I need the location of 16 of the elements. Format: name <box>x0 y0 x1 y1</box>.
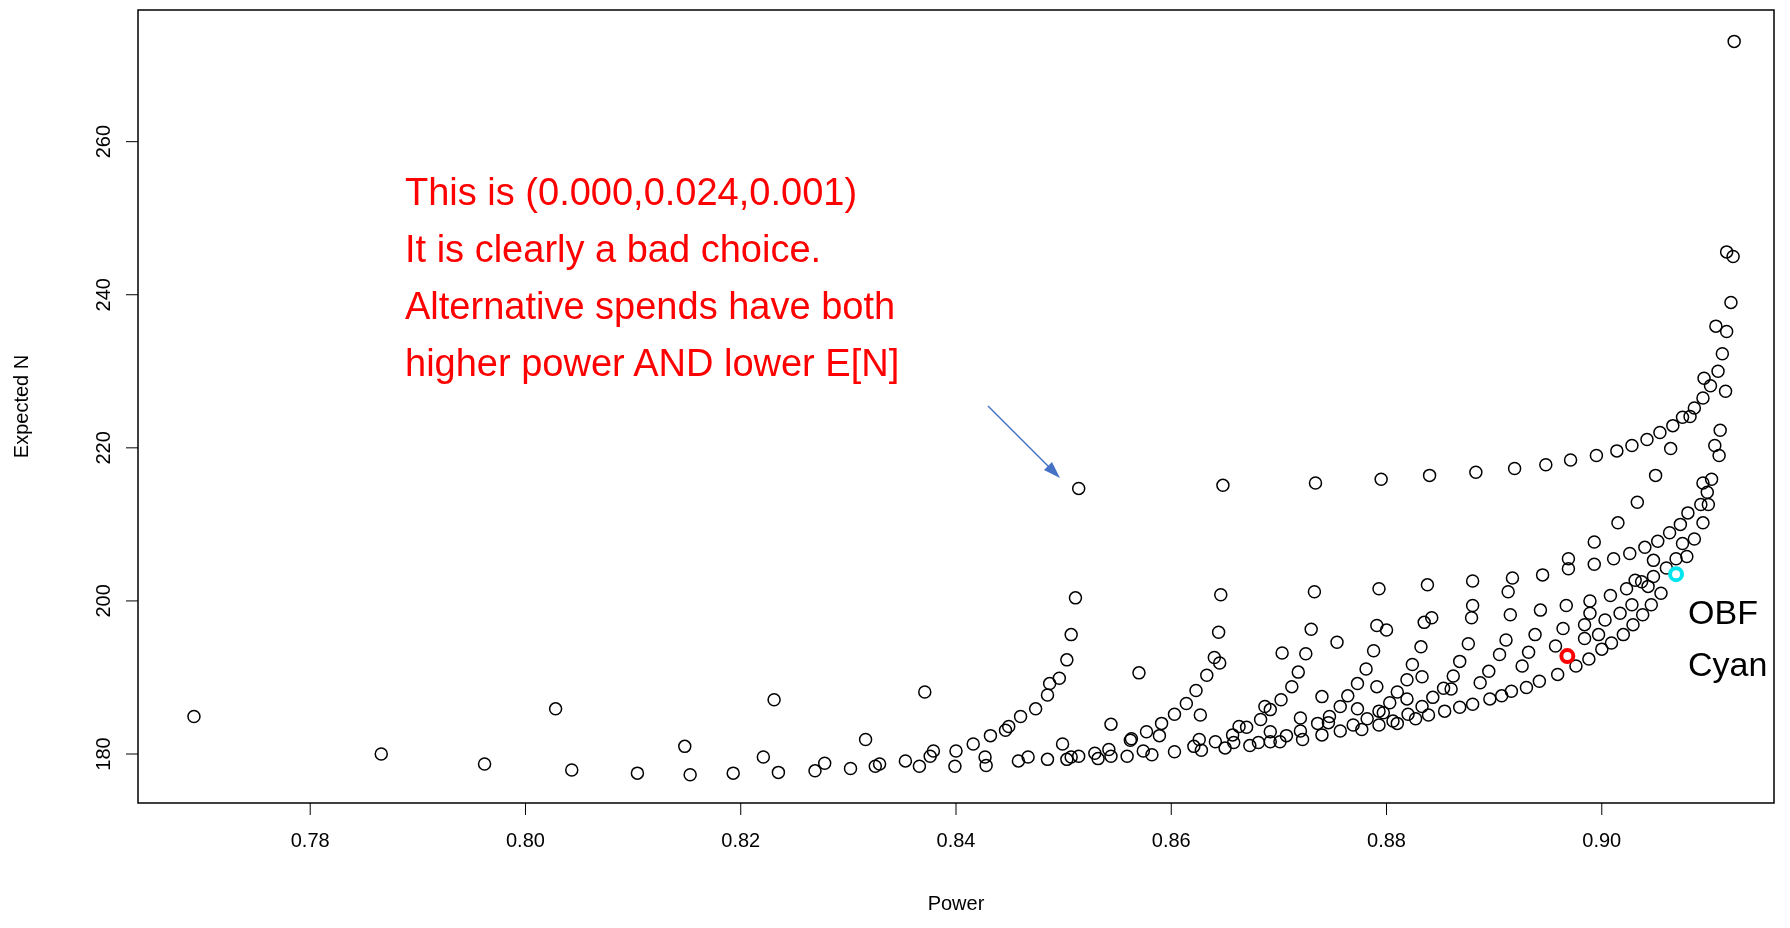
x-tick-label: 0.88 <box>1367 829 1406 851</box>
y-axis-title: Expected N <box>10 354 32 459</box>
y-tick-label: 200 <box>92 584 114 618</box>
x-tick-label: 0.84 <box>936 829 976 851</box>
annotation: OBF Cyan <box>1688 593 1768 684</box>
x-tick-label: 0.86 <box>1151 829 1191 851</box>
x-tick-label: 0.90 <box>1582 829 1622 851</box>
x-tick-label: 0.82 <box>721 829 761 851</box>
y-tick-label: 180 <box>92 737 114 771</box>
y-tick-label: 240 <box>92 278 114 312</box>
x-axis-title: Power <box>927 892 985 914</box>
y-tick-label: 220 <box>92 431 114 465</box>
x-tick-label: 0.80 <box>506 829 545 851</box>
x-tick-label: 0.78 <box>290 829 330 851</box>
y-tick-label: 260 <box>92 124 114 159</box>
annotation: This is (0.000,0.024,0.001) It is clearly a bad choice. Alternative spends have both higher power AND lower E[N] <box>405 171 900 384</box>
